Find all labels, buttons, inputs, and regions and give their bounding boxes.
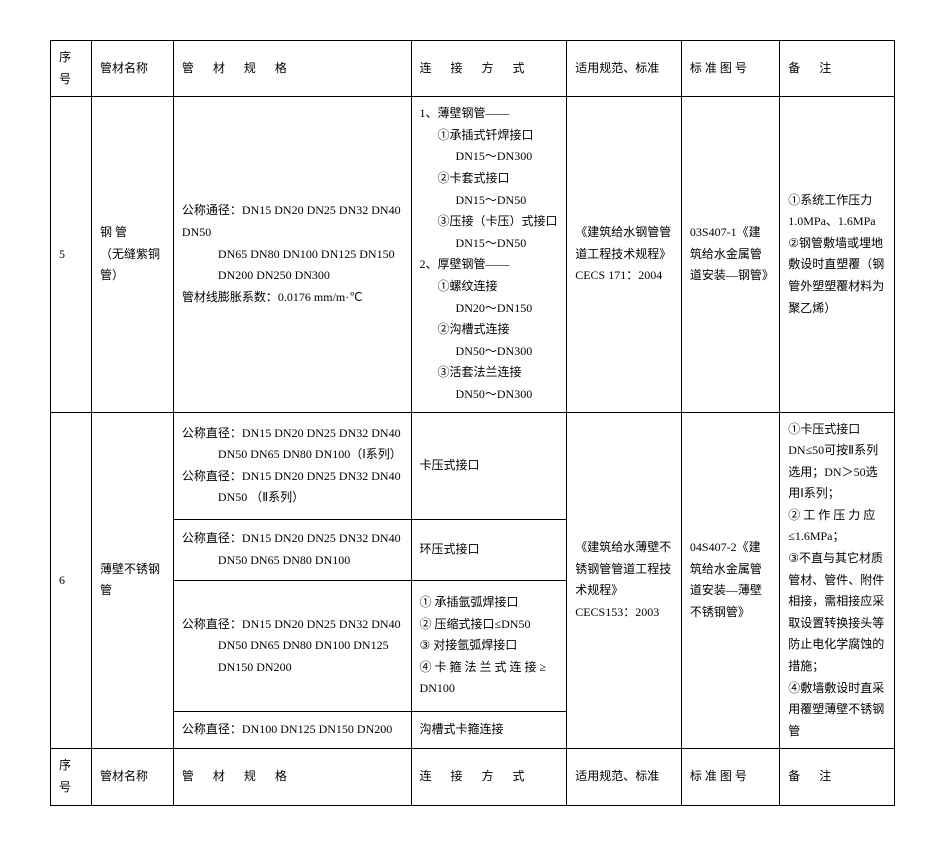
row6-spec-c-l3: DN150 DN200	[182, 657, 403, 679]
row6-note-l2: ② 工 作 压 力 应 ≤1.6MPa；	[788, 508, 875, 544]
row6-note-l3: ③不直与其它材质管材、管件、附件相接，需相接应采取设置转换接头等防止电化学腐蚀的…	[788, 551, 884, 673]
h-std: 适用规范、标准	[567, 41, 682, 97]
row6-conn-c: ① 承插氩弧焊接口 ② 压缩式接口≤DN50 ③ 对接氩弧焊接口 ④ 卡 箍 法…	[411, 580, 567, 711]
row5-conn-b1: ①螺纹连接	[420, 276, 559, 298]
row6-spec-a-l4: DN50 （Ⅱ系列）	[182, 487, 403, 509]
row5-conn: 1、薄壁钢管—— ①承插式钎焊接口 DN15～DN300 ②卡套式接口 DN15…	[411, 97, 567, 412]
hb-spec: 管 材 规 格	[173, 749, 411, 805]
hb-note: 备 注	[780, 749, 895, 805]
row6-conn-d: 沟槽式卡箍连接	[411, 711, 567, 748]
row5-conn-h2: 2、厚壁钢管——	[420, 257, 510, 271]
row5-fig: 03S407-1《建筑给水金属管道安装—钢管》	[681, 97, 779, 412]
row6-std-l1: 《建筑给水薄壁不锈钢管管道工程技术规程》	[575, 540, 671, 597]
row5-conn-a2: ②卡套式接口	[420, 168, 559, 190]
row6-conn-a: 卡压式接口	[411, 412, 567, 520]
table-row-5: 5 钢 管 （无缝紫铜管） 公称通径：DN15 DN20 DN25 DN32 D…	[51, 97, 895, 412]
row5-conn-a1: ①承插式钎焊接口	[420, 125, 559, 147]
row6-conn-c-l3: ③ 对接氩弧焊接口	[420, 638, 518, 652]
row6-spec-a-l2: DN50 DN65 DN80 DN100（Ⅰ系列）	[182, 444, 403, 466]
row5-std-l2: CECS 171：2004	[575, 268, 662, 282]
row5-num: 5	[51, 97, 92, 412]
h-spec: 管 材 规 格	[173, 41, 411, 97]
row6-spec-b-l2: DN50 DN65 DN80 DN100	[182, 550, 403, 572]
row6-note: ①卡压式接口 DN≤50可按Ⅱ系列选用；DN＞50选用Ⅰ系列； ② 工 作 压 …	[780, 412, 895, 749]
row6-conn-c-l1: ① 承插氩弧焊接口	[420, 595, 519, 609]
row6-std-l2: CECS153：2003	[575, 605, 659, 619]
row6-fig-l1: 04S407-2《建筑给水金属管道安装—薄壁不锈钢管》	[690, 540, 762, 619]
row6-note-l4: ④敷墙敷设时直采用覆塑薄壁不锈钢管	[788, 681, 884, 738]
row5-name-l1: 钢 管	[100, 225, 127, 239]
row5-conn-b1d: DN20～DN150	[420, 298, 559, 320]
row5-spec-l2: DN65 DN80 DN100 DN125 DN150	[182, 244, 403, 266]
row5-name-l2: （无缝紫铜管）	[100, 247, 160, 283]
pipe-spec-table: 序号 管材名称 管 材 规 格 连 接 方 式 适用规范、标准 标 准 图 号 …	[50, 40, 895, 806]
h-fig: 标 准 图 号	[681, 41, 779, 97]
hb-name: 管材名称	[91, 749, 173, 805]
row5-std: 《建筑给水钢管管道工程技术规程》 CECS 171：2004	[567, 97, 682, 412]
row5-conn-a1d: DN15～DN300	[420, 146, 559, 168]
row6-spec-d: 公称直径：DN100 DN125 DN150 DN200	[173, 711, 411, 748]
hb-conn: 连 接 方 式	[411, 749, 567, 805]
row5-std-l1: 《建筑给水钢管管道工程技术规程》	[575, 225, 671, 261]
row6-spec-d-l1: 公称直径：DN100 DN125 DN150 DN200	[182, 722, 392, 736]
row6-spec-b: 公称直径：DN15 DN20 DN25 DN32 DN40 DN50 DN65 …	[173, 520, 411, 581]
row5-conn-h1: 1、薄壁钢管——	[420, 106, 510, 120]
row6-spec-a: 公称直径：DN15 DN20 DN25 DN32 DN40 DN50 DN65 …	[173, 412, 411, 520]
row6-spec-c-l1: 公称直径：DN15 DN20 DN25 DN32 DN40	[182, 617, 401, 631]
hb-std: 适用规范、标准	[567, 749, 682, 805]
row5-fig-l1: 03S407-1《建筑给水金属管道安装—钢管》	[690, 225, 774, 282]
row6-spec-c-l2: DN50 DN65 DN80 DN100 DN125	[182, 635, 403, 657]
row6-spec-a-l3: 公称直径：DN15 DN20 DN25 DN32 DN40	[182, 469, 401, 483]
row5-conn-b3d: DN50～DN300	[420, 384, 559, 406]
row6-conn-c-l2: ② 压缩式接口≤DN50	[420, 617, 531, 631]
row6-spec-a-l1: 公称直径：DN15 DN20 DN25 DN32 DN40	[182, 426, 401, 440]
row5-spec-l4: 管材线膨胀系数：0.0176 mm/m·℃	[182, 290, 363, 304]
h-num: 序号	[51, 41, 92, 97]
header-row-bottom: 序号 管材名称 管 材 规 格 连 接 方 式 适用规范、标准 标 准 图 号 …	[51, 749, 895, 805]
row5-conn-b2: ②沟槽式连接	[420, 319, 559, 341]
row6-num: 6	[51, 412, 92, 749]
row5-name: 钢 管 （无缝紫铜管）	[91, 97, 173, 412]
row5-conn-a2d: DN15～DN50	[420, 190, 559, 212]
row5-spec-l3: DN200 DN250 DN300	[182, 265, 403, 287]
row5-spec-l1: 公称通径：DN15 DN20 DN25 DN32 DN40 DN50	[182, 203, 401, 239]
hb-fig: 标 准 图 号	[681, 749, 779, 805]
row5-note: ①系统工作压力1.0MPa、1.6MPa ②钢管敷墙或埋地敷设时直塑覆（钢管外塑…	[780, 97, 895, 412]
row6-note-l1: ①卡压式接口 DN≤50可按Ⅱ系列选用；DN＞50选用Ⅰ系列；	[788, 422, 878, 501]
row5-spec: 公称通径：DN15 DN20 DN25 DN32 DN40 DN50 DN65 …	[173, 97, 411, 412]
row5-conn-a3: ③压接（卡压）式接口	[420, 211, 559, 233]
h-name: 管材名称	[91, 41, 173, 97]
row6-conn-c-l4: ④ 卡 箍 法 兰 式 连 接 ≥	[420, 660, 547, 674]
table-row-6a: 6 薄壁不锈钢管 公称直径：DN15 DN20 DN25 DN32 DN40 D…	[51, 412, 895, 520]
h-note: 备 注	[780, 41, 895, 97]
row6-name: 薄壁不锈钢管	[91, 412, 173, 749]
row6-conn-c-l5: DN100	[420, 681, 455, 695]
header-row-top: 序号 管材名称 管 材 规 格 连 接 方 式 适用规范、标准 标 准 图 号 …	[51, 41, 895, 97]
row5-note-l1: ①系统工作压力1.0MPa、1.6MPa	[788, 193, 875, 229]
row6-conn-b: 环压式接口	[411, 520, 567, 581]
row5-conn-a3d: DN15～DN50	[420, 233, 559, 255]
row6-fig: 04S407-2《建筑给水金属管道安装—薄壁不锈钢管》	[681, 412, 779, 749]
row5-conn-b2d: DN50～DN300	[420, 341, 559, 363]
row6-spec-c: 公称直径：DN15 DN20 DN25 DN32 DN40 DN50 DN65 …	[173, 580, 411, 711]
row5-conn-b3: ③活套法兰连接	[420, 362, 559, 384]
row6-std: 《建筑给水薄壁不锈钢管管道工程技术规程》 CECS153：2003	[567, 412, 682, 749]
h-conn: 连 接 方 式	[411, 41, 567, 97]
row6-spec-b-l1: 公称直径：DN15 DN20 DN25 DN32 DN40	[182, 531, 401, 545]
hb-num: 序号	[51, 749, 92, 805]
row5-note-l2: ②钢管敷墙或埋地敷设时直塑覆（钢管外塑塑覆材料为聚乙烯）	[788, 236, 884, 315]
